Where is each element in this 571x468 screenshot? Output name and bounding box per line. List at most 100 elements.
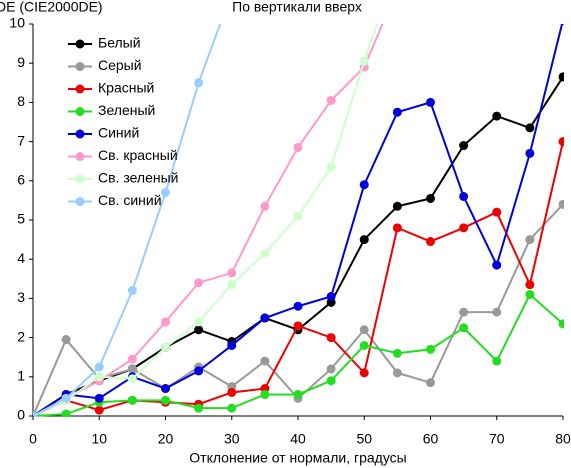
point — [194, 278, 204, 288]
legend-marker — [75, 84, 85, 94]
point — [492, 356, 502, 366]
x-tick-label: 10 — [91, 431, 107, 447]
point — [127, 374, 137, 384]
legend-marker — [75, 174, 85, 184]
x-tick-label: 20 — [158, 431, 174, 447]
point — [194, 366, 204, 376]
y-tick-label: 6 — [17, 172, 25, 188]
point — [260, 248, 270, 258]
point — [459, 223, 469, 233]
point — [359, 340, 369, 350]
point — [426, 193, 435, 203]
point — [161, 317, 170, 327]
point — [293, 301, 303, 311]
legend-marker — [75, 152, 85, 161]
point — [161, 384, 170, 394]
legend-label: Зеленый — [98, 102, 155, 118]
point — [326, 333, 336, 343]
point — [426, 344, 435, 354]
y-tick-label: 3 — [17, 289, 25, 305]
point — [359, 235, 369, 245]
y-tick-label: 0 — [17, 407, 25, 423]
x-tick-label: 60 — [423, 431, 439, 447]
point — [61, 393, 71, 403]
point — [359, 180, 369, 190]
x-tick-label: 70 — [489, 431, 505, 447]
point — [492, 307, 502, 317]
point — [392, 223, 402, 233]
point — [260, 389, 270, 399]
point — [94, 362, 104, 372]
legend-marker — [75, 197, 85, 206]
point — [359, 368, 369, 378]
point — [127, 286, 137, 296]
point — [227, 403, 237, 413]
point — [194, 78, 204, 88]
point — [227, 268, 237, 278]
point — [161, 188, 170, 198]
point — [492, 260, 502, 270]
point — [194, 403, 204, 413]
legend-marker — [75, 39, 85, 49]
point — [525, 148, 535, 158]
y-tick-label: 4 — [17, 250, 25, 266]
x-tick-label: 0 — [29, 431, 37, 447]
point — [558, 319, 564, 329]
point — [459, 323, 469, 333]
point — [392, 107, 402, 117]
point — [293, 211, 303, 221]
chart-title: По вертикали вверх — [232, 0, 362, 15]
x-tick-label: 30 — [224, 431, 240, 447]
point — [260, 313, 270, 323]
point — [426, 237, 435, 247]
point — [161, 395, 170, 405]
point — [525, 235, 535, 245]
point — [525, 123, 535, 133]
point — [326, 376, 336, 386]
point — [492, 111, 502, 121]
point — [326, 364, 336, 374]
point — [94, 405, 104, 415]
legend-label: Св. синий — [98, 192, 162, 208]
point — [293, 142, 303, 152]
point — [227, 340, 237, 350]
point — [94, 393, 104, 403]
point — [525, 289, 535, 299]
y-tick-label: 1 — [17, 368, 25, 384]
point — [525, 280, 535, 290]
legend-marker — [75, 107, 85, 116]
point — [426, 378, 435, 388]
legend-label: Белый — [98, 35, 141, 51]
point — [194, 325, 204, 335]
y-tick-label: 10 — [9, 15, 25, 31]
point — [326, 291, 336, 301]
y-tick-label: 5 — [17, 211, 25, 227]
point — [359, 56, 369, 66]
legend-marker — [75, 62, 85, 71]
point — [293, 321, 303, 331]
point — [459, 307, 469, 317]
legend-label: Красный — [98, 80, 154, 96]
point — [558, 199, 564, 209]
point — [194, 317, 204, 327]
point — [426, 97, 435, 107]
x-tick-label: 50 — [356, 431, 372, 447]
point — [33, 411, 38, 417]
y-tick-label: 7 — [17, 132, 25, 148]
x-tick-label: 40 — [290, 431, 306, 447]
point — [326, 162, 336, 172]
point — [127, 395, 137, 405]
legend-label: Синий — [98, 125, 139, 141]
y-axis-label: DE (CIE2000DE) — [0, 0, 103, 15]
series-line — [33, 24, 384, 417]
legend-label: Св. красный — [98, 147, 178, 163]
point — [293, 389, 303, 399]
point — [260, 201, 270, 211]
point — [392, 368, 402, 378]
point — [326, 95, 336, 105]
point — [61, 335, 71, 345]
point — [492, 207, 502, 217]
series-line — [33, 24, 379, 417]
point — [227, 387, 237, 397]
point — [392, 348, 402, 358]
